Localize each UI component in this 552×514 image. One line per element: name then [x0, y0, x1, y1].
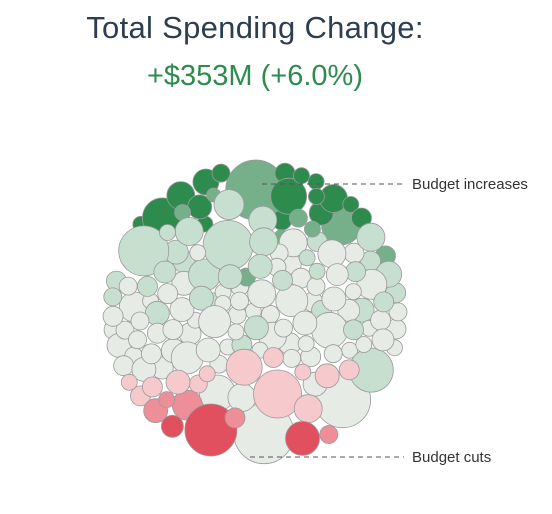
bubble-increase-light[interactable]: [159, 224, 176, 241]
bubble-increase-light[interactable]: [213, 189, 245, 221]
bubble-neutral[interactable]: [189, 244, 207, 262]
bubble-neutral[interactable]: [311, 311, 349, 349]
bubble-neutral[interactable]: [195, 337, 221, 363]
bubble-increase-light[interactable]: [174, 217, 204, 246]
bubble-cut-medium[interactable]: [158, 391, 176, 409]
bubble-increase-strong[interactable]: [342, 196, 360, 213]
bubble-cut-medium[interactable]: [224, 407, 246, 429]
bubble-neutral[interactable]: [344, 283, 362, 301]
bubble-group: [102, 159, 408, 465]
bubble-increase-strong[interactable]: [307, 173, 325, 191]
bubble-increase-light[interactable]: [103, 287, 123, 307]
bubble-neutral[interactable]: [292, 310, 318, 336]
bubble-neutral[interactable]: [274, 318, 293, 338]
bubble-neutral[interactable]: [282, 348, 302, 368]
bubble-neutral[interactable]: [355, 336, 373, 353]
bubble-neutral[interactable]: [247, 279, 277, 309]
bubble-cut-light[interactable]: [262, 347, 284, 368]
annotation-label-budget-increases: Budget increases: [412, 176, 528, 193]
spending-change-value: +$353M (+6.0%): [146, 60, 363, 92]
annotation-label-budget-cuts: Budget cuts: [412, 449, 491, 466]
bubble-increase-light[interactable]: [356, 222, 386, 252]
bubble-cut-light[interactable]: [198, 365, 216, 383]
chart-title: Total Spending Change:: [86, 10, 424, 45]
bubble-cut-light[interactable]: [294, 363, 312, 381]
bubble-neutral[interactable]: [113, 355, 134, 377]
bubble-neutral[interactable]: [128, 330, 147, 350]
bubble-neutral[interactable]: [169, 297, 195, 323]
bubble-increase-light[interactable]: [243, 315, 269, 341]
bubble-neutral[interactable]: [370, 309, 392, 331]
bubble-increase-light[interactable]: [247, 253, 273, 279]
bubble-increase-light[interactable]: [373, 291, 395, 313]
bubble-cut-light[interactable]: [338, 359, 360, 381]
bubble-increase-strong[interactable]: [211, 163, 231, 183]
bubble-increase-light[interactable]: [272, 269, 293, 291]
bubble-neutral[interactable]: [198, 305, 232, 339]
bubble-increase-light[interactable]: [202, 219, 254, 271]
bubble-cut-strong[interactable]: [160, 414, 184, 438]
bubble-neutral[interactable]: [230, 291, 249, 311]
bubble-neutral[interactable]: [306, 276, 326, 296]
bubble-cut-light[interactable]: [165, 369, 191, 395]
bubble-neutral[interactable]: [162, 319, 184, 341]
bubble-neutral[interactable]: [130, 311, 150, 331]
bubble-cut-light[interactable]: [225, 348, 263, 386]
bubble-neutral[interactable]: [227, 383, 257, 412]
bubble-neutral[interactable]: [371, 328, 395, 352]
bubble-increase-light[interactable]: [153, 260, 177, 284]
bubble-increase-medium[interactable]: [303, 220, 321, 238]
bubble-increase-light[interactable]: [345, 261, 367, 283]
bubble-neutral[interactable]: [321, 286, 347, 312]
bubble-increase-strong[interactable]: [270, 177, 308, 215]
bubble-cut-strong[interactable]: [285, 420, 320, 456]
bubble-neutral[interactable]: [388, 302, 408, 322]
bubble-increase-light[interactable]: [249, 227, 279, 257]
bubble-cut-medium[interactable]: [319, 425, 339, 444]
bubble-cut-light[interactable]: [141, 376, 163, 398]
bubble-neutral[interactable]: [323, 344, 343, 364]
bubble-neutral[interactable]: [102, 305, 124, 327]
bubble-neutral[interactable]: [227, 323, 245, 341]
bubble-increase-medium[interactable]: [288, 208, 308, 228]
bubble-increase-light[interactable]: [298, 249, 316, 267]
bubble-cut-light[interactable]: [293, 394, 323, 424]
bubble-increase-strong[interactable]: [307, 188, 325, 205]
bubble-increase-light[interactable]: [137, 275, 158, 297]
bubble-neutral[interactable]: [325, 263, 349, 287]
bubble-increase-strong[interactable]: [293, 167, 310, 185]
bubble-increase-light[interactable]: [308, 262, 326, 280]
bubble-increase-light[interactable]: [217, 264, 243, 290]
bubble-cut-light[interactable]: [120, 373, 138, 391]
bubble-increase-light[interactable]: [343, 319, 364, 341]
bubble-cut-light[interactable]: [253, 369, 303, 419]
bubble-neutral[interactable]: [157, 283, 179, 305]
bubble-increase-light[interactable]: [118, 225, 170, 277]
bubble-neutral[interactable]: [140, 343, 162, 365]
bubble-neutral[interactable]: [297, 335, 315, 353]
bubble-neutral[interactable]: [118, 276, 138, 296]
bubble-cut-strong[interactable]: [184, 403, 238, 457]
annotation-group: Budget increases Budget cuts: [250, 176, 528, 466]
bubble-increase-light[interactable]: [188, 285, 214, 311]
bubble-neutral[interactable]: [317, 239, 347, 269]
bubble-cut-light[interactable]: [314, 363, 340, 389]
bubble-neutral[interactable]: [115, 320, 135, 340]
